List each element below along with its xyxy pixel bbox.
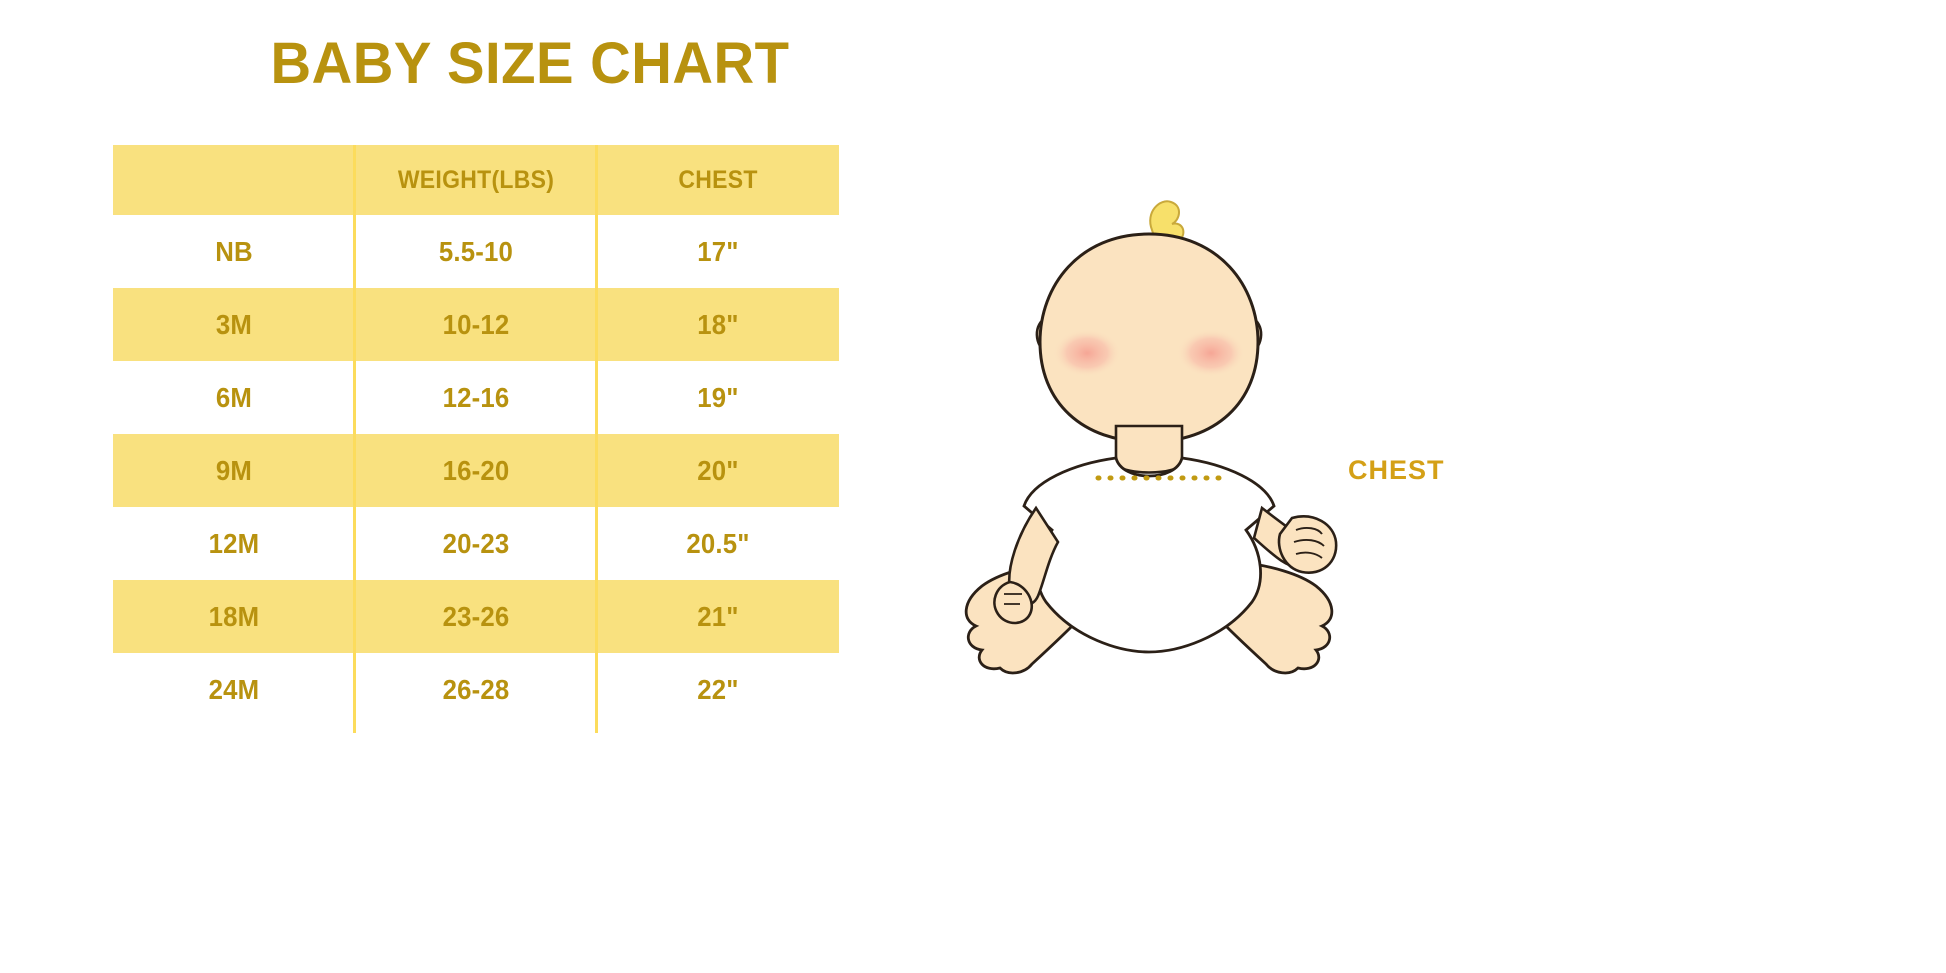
column-divider-1	[353, 145, 356, 733]
cell-chest: 22"	[697, 673, 739, 705]
cell-weight: 23-26	[442, 600, 510, 632]
cell-chest: 17"	[697, 235, 739, 267]
header-weight: WEIGHT(LBS)	[397, 165, 555, 194]
cell-chest: 20"	[697, 454, 739, 486]
table-row: 9M 16-20 20"	[113, 434, 839, 507]
table-row: 24M 26-28 22"	[113, 653, 839, 726]
chest-label: CHEST	[1348, 455, 1445, 485]
column-divider-2	[595, 145, 598, 733]
right-fist	[1277, 515, 1338, 574]
cell-weight: 12-16	[442, 381, 510, 413]
cell-chest: 20.5"	[686, 527, 750, 559]
table-row: 12M 20-23 20.5"	[113, 507, 839, 580]
cell-size: 18M	[208, 600, 260, 632]
cell-weight: 26-28	[442, 673, 510, 705]
table-row: 3M 10-12 18"	[113, 288, 839, 361]
cell-chest: 19"	[697, 381, 739, 413]
table-row: 18M 23-26 21"	[113, 580, 839, 653]
cell-size: 12M	[208, 527, 260, 559]
table-row: NB 5.5-10 17"	[113, 215, 839, 288]
table-row: 6M 12-16 19"	[113, 361, 839, 434]
header-size	[123, 145, 346, 215]
cell-size: 6M	[215, 381, 253, 413]
cell-size: 9M	[215, 454, 253, 486]
table-header-row: WEIGHT(LBS) CHEST	[113, 145, 839, 215]
right-blush	[1177, 329, 1245, 377]
baby-illustration	[940, 190, 1400, 680]
header-chest: CHEST	[678, 165, 758, 194]
left-hand-fingers	[1004, 593, 1022, 605]
cell-weight: 10-12	[442, 308, 510, 340]
cell-weight: 20-23	[442, 527, 510, 559]
cell-size: NB	[215, 235, 253, 267]
cell-size: 3M	[215, 308, 253, 340]
cell-weight: 16-20	[442, 454, 510, 486]
page-title: BABY SIZE CHART	[270, 31, 790, 96]
left-blush	[1053, 329, 1121, 377]
left-hand	[993, 580, 1033, 625]
neck	[1114, 424, 1184, 474]
cell-chest: 18"	[697, 308, 739, 340]
cell-weight: 5.5-10	[438, 235, 514, 267]
cell-chest: 21"	[697, 600, 739, 632]
cell-size: 24M	[208, 673, 260, 705]
size-table: WEIGHT(LBS) CHEST NB 5.5-10 17" 3M 10-12…	[113, 145, 839, 726]
